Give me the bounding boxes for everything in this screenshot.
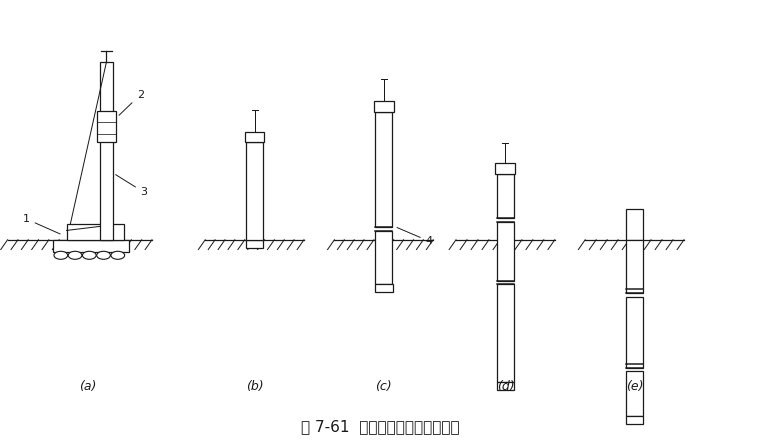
- Text: 4: 4: [397, 227, 432, 246]
- Circle shape: [68, 251, 82, 259]
- Text: 图 7-61  预应力管桩施工工艺流程: 图 7-61 预应力管桩施工工艺流程: [301, 419, 459, 434]
- Bar: [497, 174, 514, 218]
- Bar: [67, 224, 123, 240]
- Bar: [374, 101, 394, 112]
- Text: 3: 3: [116, 174, 147, 198]
- Bar: [497, 284, 514, 382]
- Circle shape: [97, 251, 110, 259]
- Bar: [496, 382, 515, 390]
- Bar: [245, 132, 264, 142]
- Bar: [375, 112, 392, 227]
- Bar: [626, 297, 643, 368]
- Circle shape: [111, 251, 125, 259]
- Bar: [625, 416, 644, 424]
- Bar: [497, 222, 514, 281]
- Text: (d): (d): [496, 380, 515, 393]
- Bar: [375, 284, 393, 292]
- Text: (e): (e): [625, 380, 644, 393]
- Bar: [97, 111, 116, 142]
- Bar: [246, 142, 263, 240]
- Bar: [245, 240, 264, 248]
- Bar: [626, 240, 643, 293]
- Bar: [53, 240, 129, 252]
- Text: (b): (b): [245, 380, 264, 393]
- Text: (c): (c): [375, 380, 392, 393]
- Bar: [496, 163, 515, 174]
- Text: 2: 2: [119, 90, 144, 115]
- Bar: [626, 209, 643, 240]
- Bar: [626, 371, 643, 416]
- Text: 1: 1: [23, 214, 60, 234]
- Text: (a): (a): [79, 380, 96, 393]
- Bar: [100, 62, 113, 240]
- Circle shape: [83, 251, 97, 259]
- Bar: [375, 231, 392, 284]
- Circle shape: [54, 251, 68, 259]
